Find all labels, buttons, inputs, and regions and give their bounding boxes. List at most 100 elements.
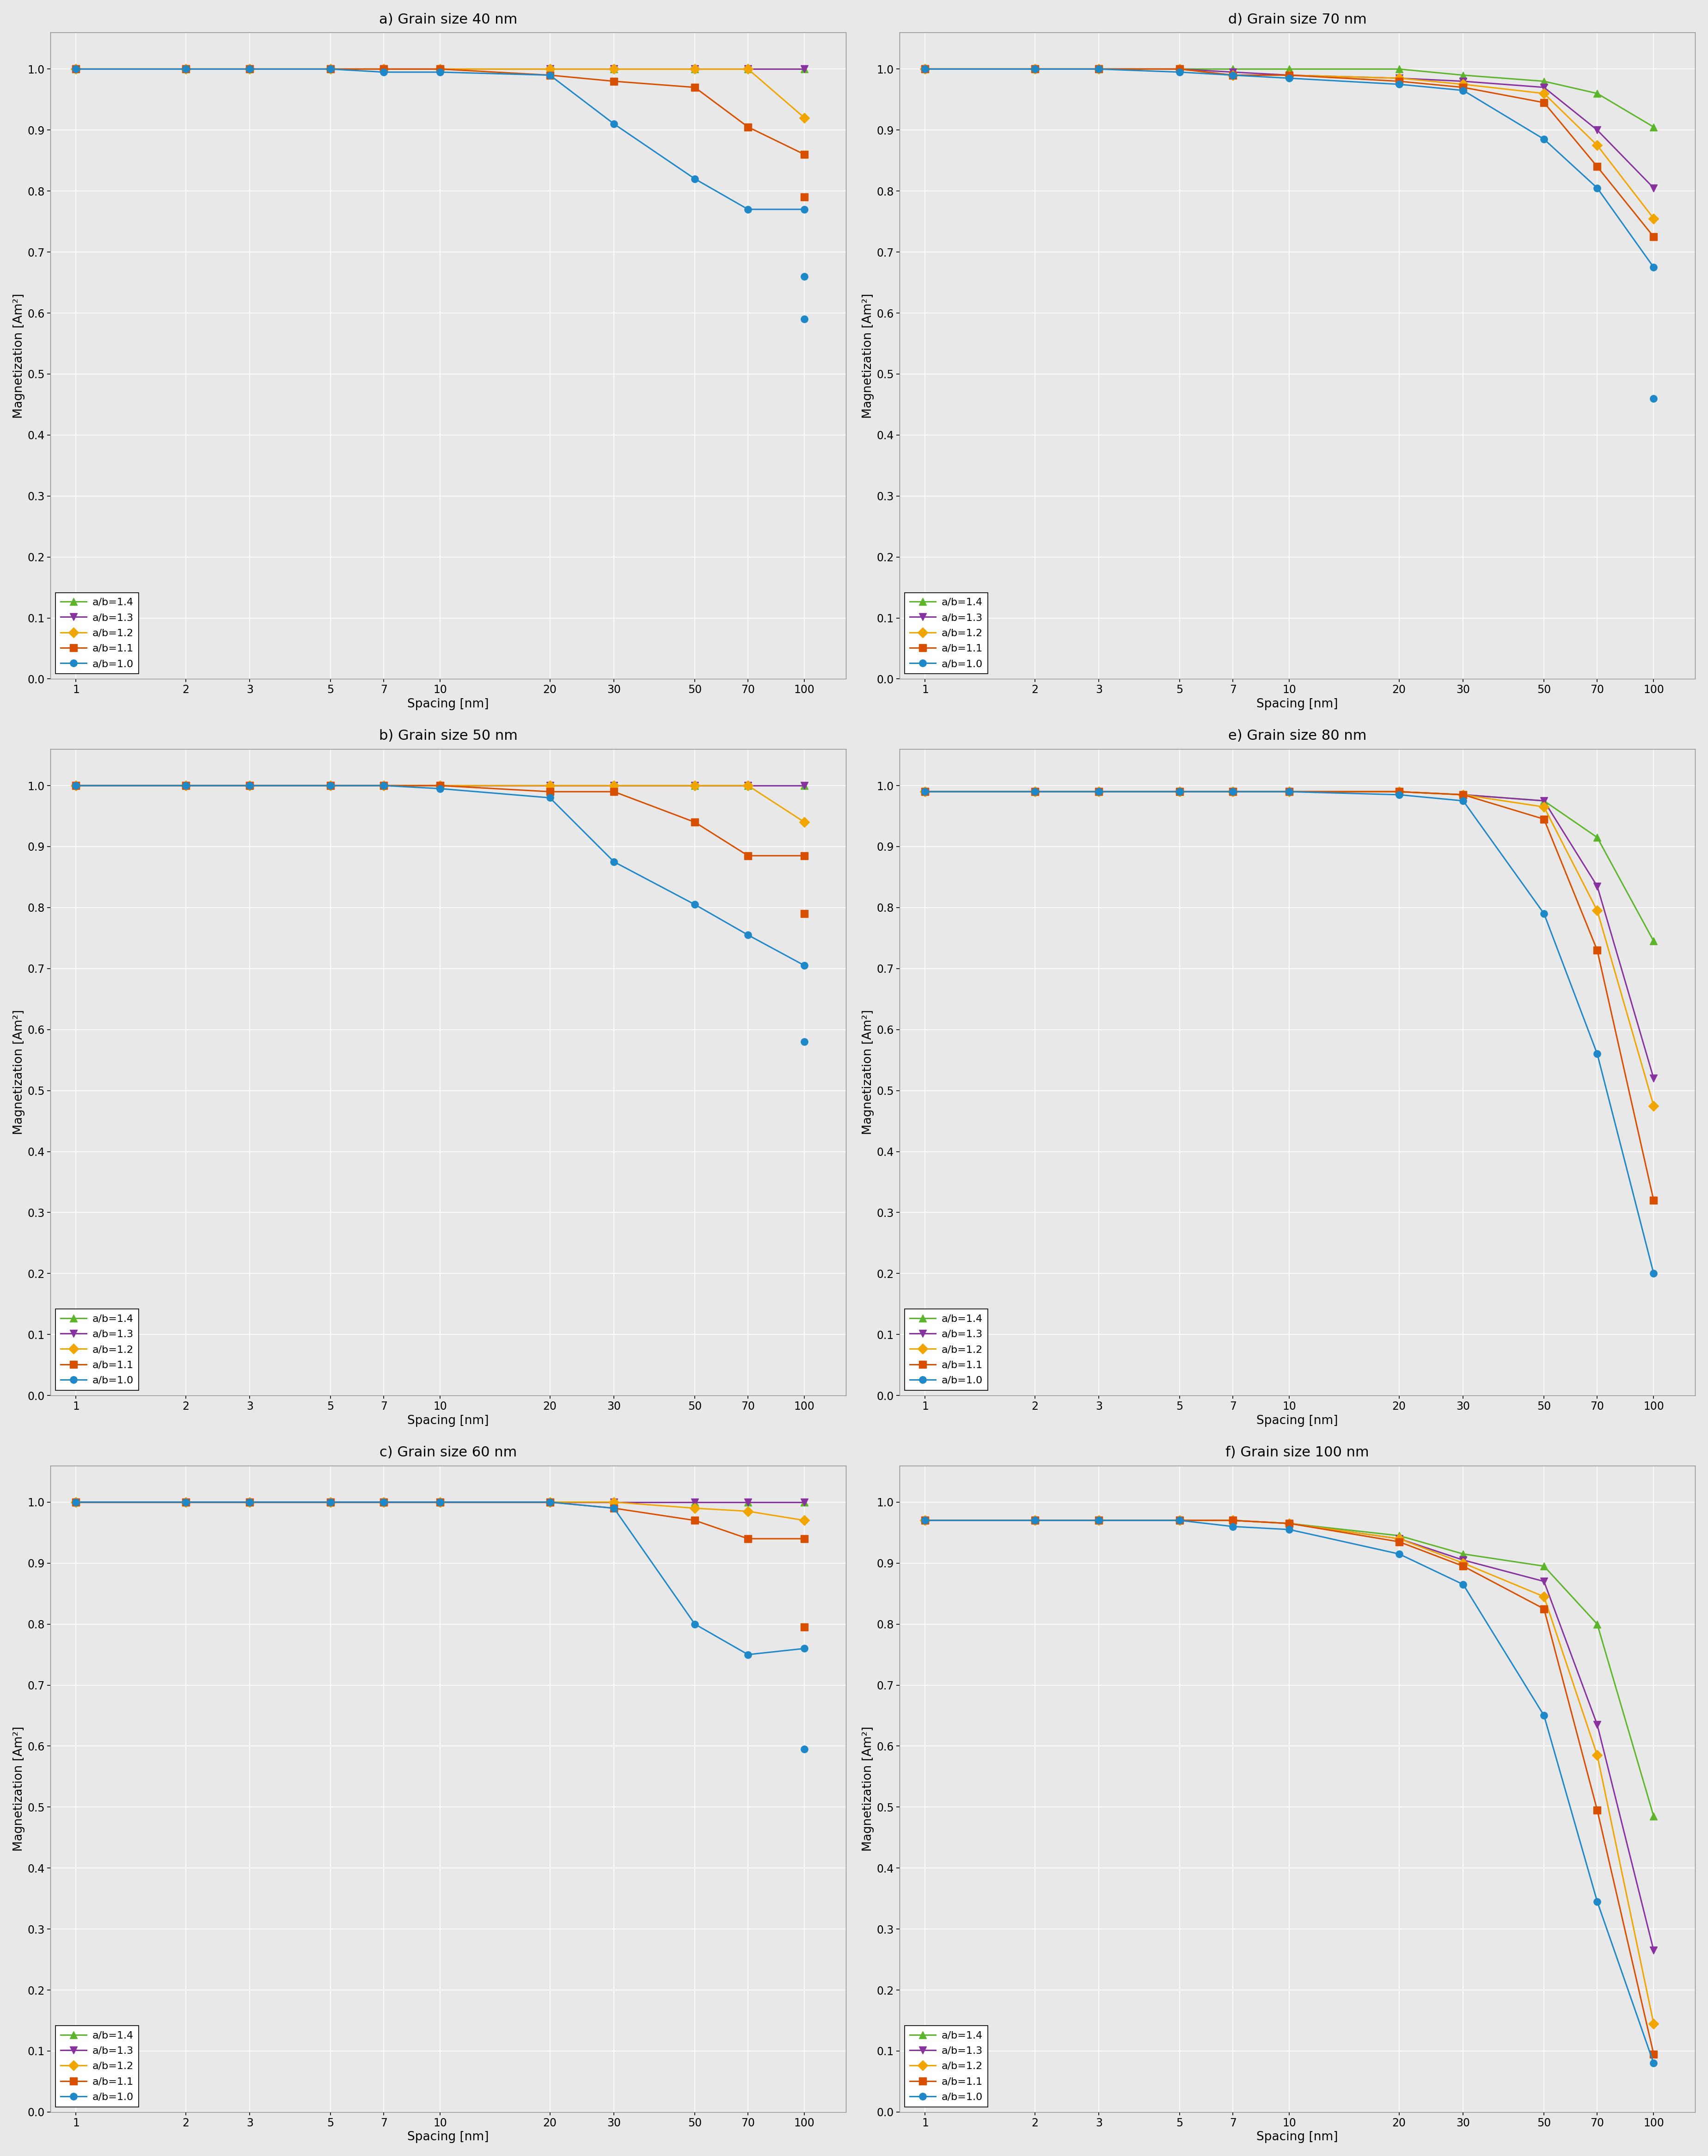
a/b=1.1 — [430, 1490, 451, 1516]
a/b=1.2 — [176, 772, 196, 798]
Line: a/b=1.1: a/b=1.1 — [922, 1518, 1657, 2057]
a/b=1.4 — [1534, 69, 1554, 95]
a/b=1.3 — [1534, 75, 1554, 101]
a/b=1.0 — [738, 196, 758, 222]
a/b=1.4 — [794, 56, 815, 82]
Title: b) Grain size 50 nm: b) Grain size 50 nm — [379, 729, 518, 744]
Legend: a/b=1.4, a/b=1.3, a/b=1.2, a/b=1.1, a/b=1.0: a/b=1.4, a/b=1.3, a/b=1.2, a/b=1.1, a/b=… — [905, 2027, 987, 2106]
a/b=1.2 — [685, 1496, 705, 1522]
a/b=1.2 — [1088, 1507, 1108, 1533]
a/b=1.3 — [1454, 1548, 1474, 1574]
a/b=1.4 — [374, 772, 395, 798]
a/b=1.0 — [374, 772, 395, 798]
a/b=1.2 — [1643, 205, 1664, 231]
a/b=1.0 — [1389, 783, 1409, 808]
a/b=1.3 — [1643, 1065, 1664, 1091]
a/b=1.2 — [540, 772, 560, 798]
a/b=1.3 — [685, 56, 705, 82]
a/b=1.2 — [1170, 1507, 1190, 1533]
a/b=1.3 — [738, 772, 758, 798]
a/b=1.0 — [603, 849, 623, 875]
a/b=1.0 — [176, 1490, 196, 1516]
a/b=1.4 — [1170, 56, 1190, 82]
a/b=1.3 — [430, 56, 451, 82]
a/b=1.0 — [915, 1507, 936, 1533]
a/b=1.2 — [1389, 1526, 1409, 1552]
Y-axis label: Magnetization [Am²]: Magnetization [Am²] — [14, 1727, 26, 1852]
a/b=1.4 — [65, 772, 85, 798]
a/b=1.4 — [1389, 1522, 1409, 1548]
a/b=1.0 — [603, 110, 623, 136]
Line: a/b=1.4: a/b=1.4 — [72, 1498, 808, 1505]
a/b=1.4 — [1088, 1507, 1108, 1533]
Y-axis label: Magnetization [Am²]: Magnetization [Am²] — [14, 293, 26, 418]
a/b=1.1 — [1025, 778, 1045, 804]
a/b=1.3 — [738, 56, 758, 82]
a/b=1.3 — [239, 1490, 260, 1516]
a/b=1.3 — [239, 56, 260, 82]
a/b=1.1 — [1088, 1507, 1108, 1533]
a/b=1.3 — [1279, 1511, 1300, 1537]
a/b=1.4 — [540, 772, 560, 798]
a/b=1.3 — [321, 772, 342, 798]
a/b=1.0 — [685, 166, 705, 192]
a/b=1.2 — [1587, 132, 1607, 157]
a/b=1.2 — [685, 56, 705, 82]
a/b=1.1 — [1279, 778, 1300, 804]
Legend: a/b=1.4, a/b=1.3, a/b=1.2, a/b=1.1, a/b=1.0: a/b=1.4, a/b=1.3, a/b=1.2, a/b=1.1, a/b=… — [55, 593, 138, 675]
a/b=1.0 — [1454, 1572, 1474, 1598]
a/b=1.1 — [685, 1507, 705, 1533]
a/b=1.0 — [915, 778, 936, 804]
a/b=1.0 — [1170, 1507, 1190, 1533]
a/b=1.3 — [915, 1507, 936, 1533]
a/b=1.3 — [794, 772, 815, 798]
a/b=1.2 — [1454, 1550, 1474, 1576]
a/b=1.1 — [374, 1490, 395, 1516]
a/b=1.2 — [1643, 1093, 1664, 1119]
a/b=1.1 — [540, 63, 560, 88]
a/b=1.4 — [1454, 1542, 1474, 1567]
Line: a/b=1.1: a/b=1.1 — [922, 789, 1657, 1203]
a/b=1.1 — [1643, 224, 1664, 250]
a/b=1.2 — [1454, 783, 1474, 808]
Line: a/b=1.2: a/b=1.2 — [72, 65, 808, 121]
a/b=1.4 — [1223, 778, 1243, 804]
a/b=1.4 — [1025, 778, 1045, 804]
a/b=1.1 — [794, 843, 815, 869]
a/b=1.1 — [915, 1507, 936, 1533]
a/b=1.3 — [1170, 778, 1190, 804]
a/b=1.3 — [915, 56, 936, 82]
a/b=1.3 — [1170, 1507, 1190, 1533]
a/b=1.2 — [540, 1490, 560, 1516]
Line: a/b=1.3: a/b=1.3 — [72, 65, 808, 73]
a/b=1.0 — [540, 785, 560, 811]
a/b=1.4 — [239, 772, 260, 798]
a/b=1.1 — [685, 808, 705, 834]
a/b=1.3 — [321, 1490, 342, 1516]
a/b=1.1 — [794, 142, 815, 168]
a/b=1.3 — [374, 56, 395, 82]
a/b=1.2 — [1389, 778, 1409, 804]
a/b=1.1 — [1170, 1507, 1190, 1533]
a/b=1.1 — [685, 75, 705, 101]
Title: d) Grain size 70 nm: d) Grain size 70 nm — [1228, 13, 1366, 26]
a/b=1.2 — [1279, 63, 1300, 88]
a/b=1.4 — [321, 1490, 342, 1516]
a/b=1.1 — [176, 772, 196, 798]
a/b=1.3 — [540, 772, 560, 798]
a/b=1.1 — [239, 56, 260, 82]
a/b=1.4 — [738, 56, 758, 82]
a/b=1.1 — [65, 1490, 85, 1516]
a/b=1.0 — [1279, 778, 1300, 804]
a/b=1.0 — [1088, 1507, 1108, 1533]
Legend: a/b=1.4, a/b=1.3, a/b=1.2, a/b=1.1, a/b=1.0: a/b=1.4, a/b=1.3, a/b=1.2, a/b=1.1, a/b=… — [905, 1309, 987, 1391]
a/b=1.2 — [430, 1490, 451, 1516]
a/b=1.2 — [738, 772, 758, 798]
a/b=1.0 — [176, 56, 196, 82]
a/b=1.0 — [1534, 901, 1554, 927]
a/b=1.2 — [915, 56, 936, 82]
a/b=1.3 — [1025, 1507, 1045, 1533]
a/b=1.0 — [1587, 175, 1607, 201]
Y-axis label: Magnetization [Am²]: Magnetization [Am²] — [863, 1009, 874, 1134]
Line: a/b=1.3: a/b=1.3 — [72, 783, 808, 789]
